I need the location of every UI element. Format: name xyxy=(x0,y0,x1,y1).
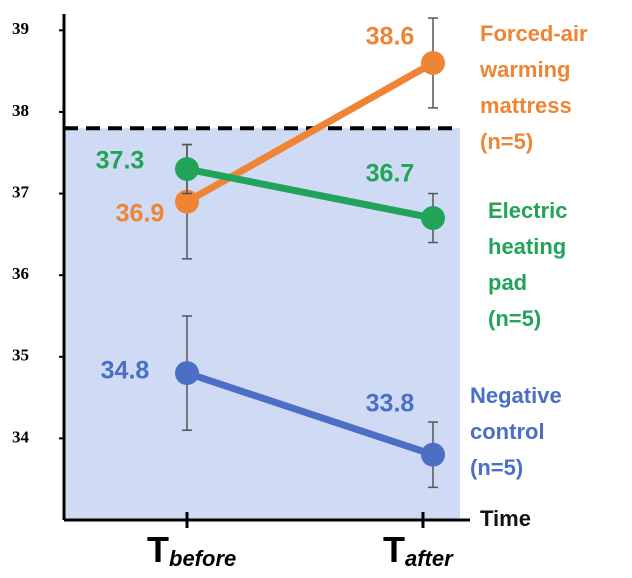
value-label: 34.8 xyxy=(101,357,150,385)
value-label: 36.9 xyxy=(116,200,165,228)
value-label: 37.3 xyxy=(96,147,145,175)
marker xyxy=(175,157,199,181)
x-category: before xyxy=(169,546,236,571)
marker xyxy=(421,206,445,230)
legend-entry: control xyxy=(470,419,545,444)
legend-entry: Electric xyxy=(488,198,568,223)
value-label: 33.8 xyxy=(366,390,415,418)
legend-entry: Negative xyxy=(470,383,562,408)
marker xyxy=(421,51,445,75)
value-label: 38.6 xyxy=(366,23,415,51)
y-tick-label: 36 xyxy=(12,264,29,283)
chart: Time 343536373839TbeforeTafter36.938.6Fo… xyxy=(0,0,632,578)
y-tick-label: 39 xyxy=(12,19,29,38)
x-axis-label: Time xyxy=(480,506,531,531)
y-tick-label: 37 xyxy=(12,182,30,201)
x-tick-label: Tafter xyxy=(383,529,454,571)
x-category: after xyxy=(405,546,454,571)
legend-entry: (n=5) xyxy=(488,306,541,331)
legend-entry: mattress xyxy=(480,93,572,118)
y-tick-label: 35 xyxy=(12,346,29,365)
y-tick-label: 34 xyxy=(12,427,30,446)
legend-entry: Forced-air xyxy=(480,21,588,46)
legend-entry: warming xyxy=(479,57,570,82)
marker xyxy=(421,443,445,467)
x-symbol: T xyxy=(147,529,169,570)
legend-entry: (n=5) xyxy=(470,455,523,480)
marker xyxy=(175,361,199,385)
legend-entry: (n=5) xyxy=(480,129,533,154)
x-tick-label: Tbefore xyxy=(147,529,236,571)
value-label: 36.7 xyxy=(366,160,415,188)
legend-entry: pad xyxy=(488,270,527,295)
x-symbol: T xyxy=(383,529,405,570)
y-tick-label: 38 xyxy=(12,101,29,120)
legend-entry: heating xyxy=(488,234,566,259)
